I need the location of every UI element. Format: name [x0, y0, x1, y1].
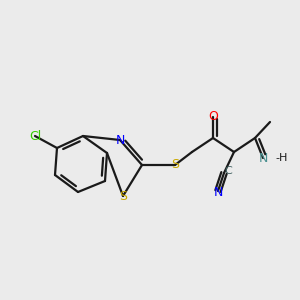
Text: N: N	[115, 134, 125, 146]
Text: -H: -H	[275, 153, 287, 163]
Text: Cl: Cl	[29, 130, 41, 142]
Text: N: N	[258, 152, 268, 164]
Text: O: O	[208, 110, 218, 124]
Text: S: S	[171, 158, 179, 172]
Text: S: S	[119, 190, 127, 202]
Text: C: C	[224, 166, 232, 176]
Text: N: N	[213, 187, 223, 200]
